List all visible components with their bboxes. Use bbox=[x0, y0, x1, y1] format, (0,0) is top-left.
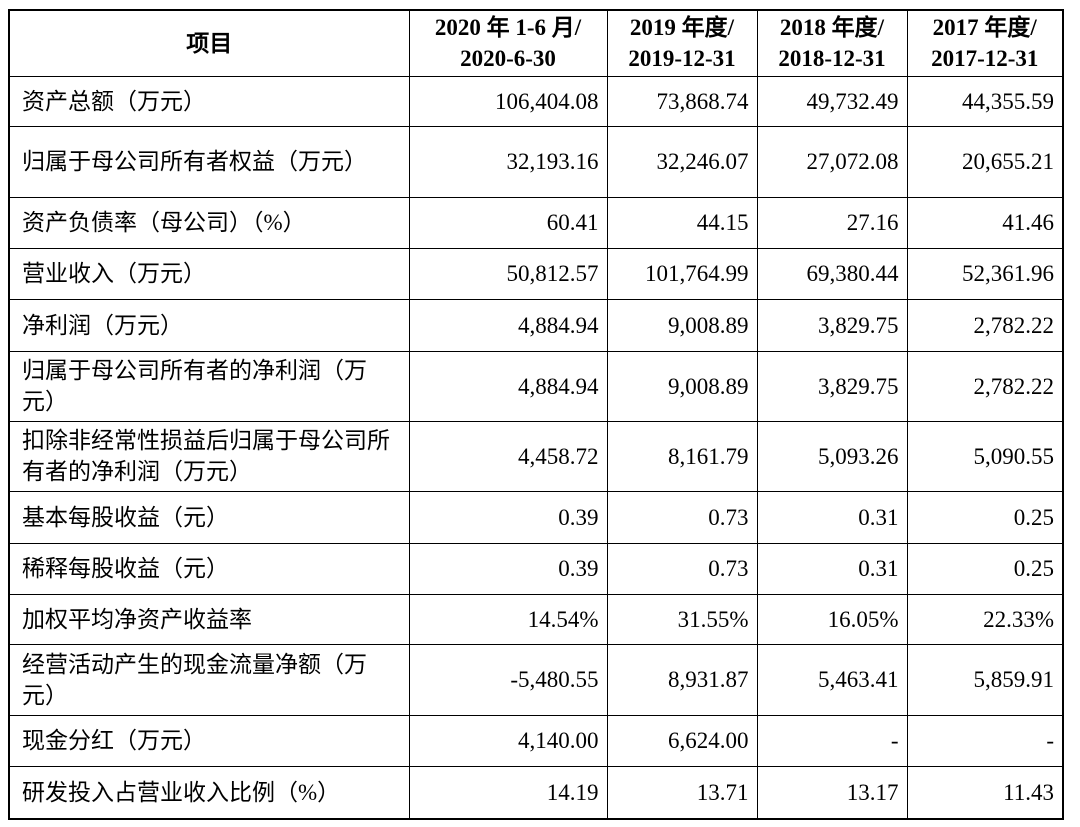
cell-value: 22.33% bbox=[906, 593, 1064, 645]
cell-value: 0.25 bbox=[906, 542, 1064, 595]
header-text: 2020 年 1-6 月/ bbox=[434, 15, 582, 41]
header-text: 2018-12-31 bbox=[778, 46, 886, 72]
row-label: 稀释每股收益（元） bbox=[8, 542, 410, 595]
cell-value: 20,655.21 bbox=[906, 125, 1064, 198]
cell-value: 4,884.94 bbox=[408, 350, 608, 422]
cell-value: 6,624.00 bbox=[606, 714, 758, 767]
row-label: 归属于母公司所有者权益（万元） bbox=[8, 125, 410, 198]
cell-value: 5,090.55 bbox=[906, 420, 1064, 492]
row-label: 基本每股收益（元） bbox=[8, 490, 410, 544]
cell-value: 8,161.79 bbox=[606, 420, 758, 492]
cell-value: - bbox=[756, 714, 908, 767]
cell-value: 69,380.44 bbox=[756, 247, 908, 300]
cell-value: 8,931.87 bbox=[606, 643, 758, 716]
cell-value: 60.41 bbox=[408, 196, 608, 249]
table-row: 净利润（万元） 4,884.94 9,008.89 3,829.75 2,782.22 bbox=[8, 298, 1064, 352]
row-label: 扣除非经常性损益后归属于母公司所有者的净利润（万元） bbox=[8, 420, 410, 492]
header-2018: 2018 年度/2018-12-31 bbox=[756, 9, 908, 77]
cell-value: 0.31 bbox=[756, 542, 908, 595]
cell-value: 106,404.08 bbox=[408, 75, 608, 127]
table-row: 经营活动产生的现金流量净额（万元） -5,480.55 8,931.87 5,463.… bbox=[8, 643, 1064, 716]
cell-value: 4,884.94 bbox=[408, 298, 608, 352]
cell-value: 13.17 bbox=[756, 765, 908, 820]
cell-value: 49,732.49 bbox=[756, 75, 908, 127]
cell-value: 32,246.07 bbox=[606, 125, 758, 198]
cell-value: 0.73 bbox=[606, 542, 758, 595]
cell-value: 31.55% bbox=[606, 593, 758, 645]
cell-value: 44,355.59 bbox=[906, 75, 1064, 127]
cell-value: 13.71 bbox=[606, 765, 758, 820]
cell-value: 14.54% bbox=[408, 593, 608, 645]
table-row: 扣除非经常性损益后归属于母公司所有者的净利润（万元） 4,458.72 8,161.… bbox=[8, 420, 1064, 492]
cell-value: 0.39 bbox=[408, 490, 608, 544]
cell-value: 0.73 bbox=[606, 490, 758, 544]
header-text: 2017 年度/ bbox=[932, 15, 1037, 41]
header-2019: 2019 年度/2019-12-31 bbox=[606, 9, 758, 77]
cell-value: 3,829.75 bbox=[756, 350, 908, 422]
cell-value: 52,361.96 bbox=[906, 247, 1064, 300]
table-row: 营业收入（万元） 50,812.57 101,764.99 69,380.44 52,3… bbox=[8, 247, 1064, 300]
financial-summary-table: 项目 2020 年 1-6 月/2020-6-30 2019 年度/2019-1… bbox=[8, 9, 1064, 820]
cell-value: 3,829.75 bbox=[756, 298, 908, 352]
cell-value: 4,458.72 bbox=[408, 420, 608, 492]
cell-value: 2,782.22 bbox=[906, 350, 1064, 422]
cell-value: 41.46 bbox=[906, 196, 1064, 249]
row-label: 经营活动产生的现金流量净额（万元） bbox=[8, 643, 410, 716]
cell-value: 4,140.00 bbox=[408, 714, 608, 767]
cell-value: 44.15 bbox=[606, 196, 758, 249]
cell-value: 32,193.16 bbox=[408, 125, 608, 198]
cell-value: 2,782.22 bbox=[906, 298, 1064, 352]
cell-value: 14.19 bbox=[408, 765, 608, 820]
cell-value: 0.39 bbox=[408, 542, 608, 595]
row-label: 资产总额（万元） bbox=[8, 75, 410, 127]
row-label: 营业收入（万元） bbox=[8, 247, 410, 300]
table-row: 现金分红（万元） 4,140.00 6,624.00- - bbox=[8, 714, 1064, 767]
cell-value: -5,480.55 bbox=[408, 643, 608, 716]
header-text: 2019-12-31 bbox=[628, 46, 736, 72]
header-2020h1: 2020 年 1-6 月/2020-6-30 bbox=[408, 9, 608, 77]
header-text: 2017-12-31 bbox=[931, 46, 1039, 72]
row-label: 研发投入占营业收入比例（%） bbox=[8, 765, 410, 820]
table-row: 研发投入占营业收入比例（%） 14.19 13.71 13.17 11.43 bbox=[8, 765, 1064, 820]
header-2017: 2017 年度/2017-12-31 bbox=[906, 9, 1064, 77]
table-row: 加权平均净资产收益率 14.54% 31.55% 16.05% 22.33% bbox=[8, 593, 1064, 645]
table-row: 归属于母公司所有者的净利润（万元） 4,884.94 9,008.89 3,829.7… bbox=[8, 350, 1064, 422]
header-text: 2019 年度/ bbox=[629, 15, 735, 41]
cell-value: 27,072.08 bbox=[756, 125, 908, 198]
row-label: 加权平均净资产收益率 bbox=[8, 593, 410, 645]
cell-value: 101,764.99 bbox=[606, 247, 758, 300]
header-item: 项目 bbox=[8, 9, 410, 77]
table-row: 稀释每股收益（元） 0.39 0.73 0.31 0.25 bbox=[8, 542, 1064, 595]
cell-value: 5,093.26 bbox=[756, 420, 908, 492]
header-text: 2020-6-30 bbox=[460, 46, 556, 72]
cell-value: 73,868.74 bbox=[606, 75, 758, 127]
row-label: 现金分红（万元） bbox=[8, 714, 410, 767]
cell-value: 5,463.41 bbox=[756, 643, 908, 716]
table-row: 资产负债率（母公司）（%） 60.41 44.15 27.16 41.46 bbox=[8, 196, 1064, 249]
table-row: 基本每股收益（元） 0.39 0.73 0.31 0.25 bbox=[8, 490, 1064, 544]
cell-value: 0.31 bbox=[756, 490, 908, 544]
cell-value: 9,008.89 bbox=[606, 298, 758, 352]
table-row: 资产总额（万元） 106,404.08 73,868.74 49,732.49 44,3… bbox=[8, 75, 1064, 127]
cell-value: 9,008.89 bbox=[606, 350, 758, 422]
table-row: 归属于母公司所有者权益（万元） 32,193.16 32,246.07 27,072.… bbox=[8, 125, 1064, 198]
row-label: 净利润（万元） bbox=[8, 298, 410, 352]
cell-value: 5,859.91 bbox=[906, 643, 1064, 716]
row-label: 资产负债率（母公司）（%） bbox=[8, 196, 410, 249]
row-label: 归属于母公司所有者的净利润（万元） bbox=[8, 350, 410, 422]
header-text: 2018 年度/ bbox=[779, 15, 885, 41]
cell-value: 27.16 bbox=[756, 196, 908, 249]
cell-value: 50,812.57 bbox=[408, 247, 608, 300]
cell-value: - bbox=[906, 714, 1064, 767]
header-text: 项目 bbox=[186, 30, 233, 56]
header-row: 项目 2020 年 1-6 月/2020-6-30 2019 年度/2019-1… bbox=[8, 9, 1064, 77]
cell-value: 16.05% bbox=[756, 593, 908, 645]
cell-value: 11.43 bbox=[906, 765, 1064, 820]
cell-value: 0.25 bbox=[906, 490, 1064, 544]
